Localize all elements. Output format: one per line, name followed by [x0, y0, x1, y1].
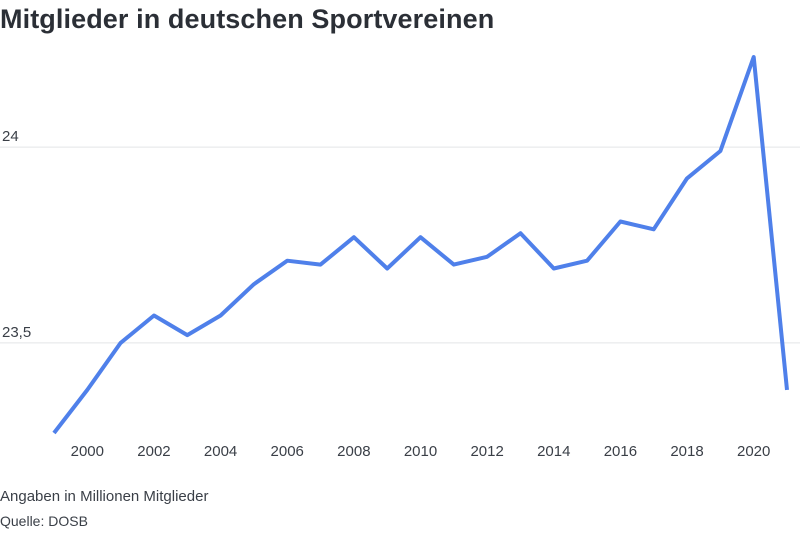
data-point — [352, 235, 356, 239]
data-point — [485, 255, 489, 259]
y-tick-label: 23,5 — [2, 324, 31, 341]
data-point — [219, 314, 223, 318]
data-point — [385, 267, 389, 271]
source-note: Quelle: DOSB — [0, 513, 88, 529]
data-point — [685, 176, 689, 180]
data-point — [85, 388, 89, 392]
x-tick-label: 2014 — [537, 443, 570, 460]
unit-note: Angaben in Millionen Mitglieder — [0, 488, 209, 505]
x-tick-label: 2008 — [337, 443, 370, 460]
x-tick-label: 2000 — [71, 443, 104, 460]
gridlines — [0, 146, 800, 344]
data-point — [285, 259, 289, 263]
data-series — [52, 55, 789, 435]
x-tick-label: 2004 — [204, 443, 237, 460]
series-line — [52, 55, 789, 435]
x-tick-label: 2016 — [604, 443, 637, 460]
data-point — [785, 388, 789, 392]
x-tick-label: 2002 — [137, 443, 170, 460]
chart-title: Mitglieder in deutschen Sportvereinen — [0, 4, 495, 34]
data-point — [552, 267, 556, 271]
x-tick-label: 2010 — [404, 443, 437, 460]
data-point — [752, 55, 756, 59]
x-tick-label: 2012 — [470, 443, 503, 460]
data-point — [319, 263, 323, 267]
data-point — [652, 227, 656, 231]
data-point — [185, 333, 189, 337]
data-point — [252, 282, 256, 286]
x-tick-label: 2006 — [271, 443, 304, 460]
data-point — [52, 431, 56, 435]
data-point — [585, 259, 589, 263]
data-point — [618, 220, 622, 224]
data-point — [119, 341, 123, 345]
data-point — [152, 314, 156, 318]
data-point — [419, 235, 423, 239]
data-point — [518, 231, 522, 235]
y-tick-label: 24 — [2, 128, 19, 145]
y-axis-tick-labels: 23,5 24 — [2, 128, 31, 341]
x-axis-tick-labels: 2000 2002 2004 2006 2008 2010 2012 2014 2016 2018… — [71, 443, 771, 460]
x-tick-label: 2020 — [737, 443, 770, 460]
data-point — [452, 263, 456, 267]
x-tick-label: 2018 — [670, 443, 703, 460]
data-point — [718, 149, 722, 153]
